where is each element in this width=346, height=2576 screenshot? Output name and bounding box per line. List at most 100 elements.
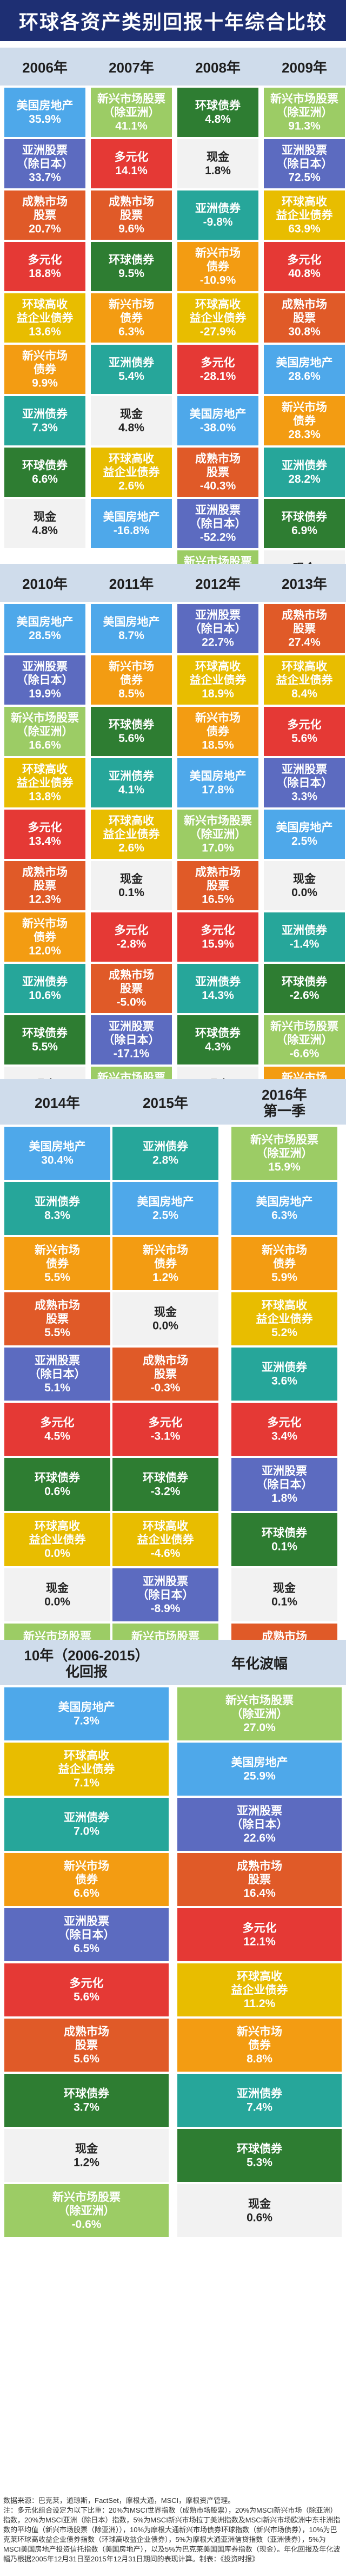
cell-value: -28.1% xyxy=(200,370,236,383)
cell-value: 5.6% xyxy=(74,1991,99,2003)
cell-block xyxy=(177,758,258,807)
cell-asset: 亚洲债券 xyxy=(35,1195,81,1208)
cell-value: 4.8% xyxy=(205,113,231,126)
cell-value: 8.8% xyxy=(247,2053,272,2065)
cell-value: 6.3% xyxy=(118,326,144,338)
cell-asset: （除亚洲） xyxy=(103,106,160,119)
cell-asset: 新兴市场股票 xyxy=(97,93,165,106)
cell-block xyxy=(91,964,172,1013)
cell-block xyxy=(91,707,172,756)
cell-block xyxy=(4,1015,85,1064)
cell-block xyxy=(4,1127,110,1180)
cell-asset: 益企业债券 xyxy=(256,1312,314,1325)
cell-asset: （除日本） xyxy=(137,1588,194,1601)
cell-asset: 成熟市场 xyxy=(22,866,68,879)
cell-value: 16.6% xyxy=(29,739,61,752)
cell-value: 8.4% xyxy=(291,688,317,700)
cell-value: 7.3% xyxy=(74,1715,99,1727)
cell-asset: 亚洲债券 xyxy=(195,975,241,988)
cell-block xyxy=(4,2074,169,2127)
cell-value: 9.6% xyxy=(118,223,144,235)
cell-asset: 环球高收 xyxy=(109,814,154,827)
cell-asset: 多元化 xyxy=(28,253,62,266)
cell-block xyxy=(112,1513,218,1566)
cell-asset: 股票 xyxy=(34,880,56,892)
cell-value: 13.4% xyxy=(29,835,61,847)
cell-asset: 成熟市场 xyxy=(237,1859,282,1872)
cell-value: 16.4% xyxy=(243,1887,276,1900)
cell-asset: 新兴市场 xyxy=(64,1859,109,1872)
cell-value: 1.8% xyxy=(271,1492,297,1504)
cell-block xyxy=(177,1743,342,1796)
cell-block xyxy=(177,1853,342,1906)
cell-asset: 多元化 xyxy=(28,821,62,834)
cell-asset: 现金 xyxy=(248,2198,271,2211)
cell-asset: 债券 xyxy=(154,1257,177,1270)
cell-block xyxy=(4,1743,169,1796)
cell-block xyxy=(177,139,258,188)
section-header-bg xyxy=(0,564,346,602)
cell-value: 3.7% xyxy=(74,2101,99,2114)
cell-asset: 股票 xyxy=(120,983,143,995)
cell-value: 9.9% xyxy=(32,377,58,390)
cell-value: 0.6% xyxy=(247,2212,272,2224)
cell-value: 22.7% xyxy=(202,636,234,649)
cell-block xyxy=(264,293,345,343)
cell-asset: 债券 xyxy=(46,1257,69,1270)
cell-asset: 环球债券 xyxy=(195,99,241,112)
cell-asset: 环球债券 xyxy=(143,1471,189,1484)
cell-asset: 美国房地产 xyxy=(17,615,74,628)
cell-value: 22.6% xyxy=(243,1832,276,1844)
cell-block xyxy=(91,499,172,548)
cell-block xyxy=(4,861,85,910)
cell-asset: 亚洲债券 xyxy=(109,356,155,369)
column-header: 2009年 xyxy=(282,60,327,76)
column-header: 年化波幅 xyxy=(231,1655,288,1672)
cell-value: 15.9% xyxy=(202,938,234,950)
cell-block xyxy=(4,2129,169,2182)
cell-asset: 债券 xyxy=(248,2039,271,2052)
cell-value: 6.5% xyxy=(74,1942,99,1955)
cell-value: 8.5% xyxy=(118,688,144,700)
cell-asset: 亚洲股票 xyxy=(262,1465,307,1477)
cell-asset: 亚洲股票 xyxy=(64,1915,109,1928)
cell-asset: 股票 xyxy=(34,209,56,222)
cell-asset: 股票 xyxy=(293,312,316,325)
cell-asset: 亚洲股票 xyxy=(195,504,241,517)
column-header: 2010年 xyxy=(22,576,68,592)
cell-asset: 新兴市场股票 xyxy=(225,1694,294,1707)
cell-asset: （除亚洲） xyxy=(58,2204,115,2217)
method-note: 注：多元化组合设定为以下比重：20%为MSCI世界指数（成熟市场股票），20%为… xyxy=(3,2506,341,2563)
cell-value: 27.0% xyxy=(243,1721,276,1734)
cell-value: -16.8% xyxy=(114,524,150,537)
cell-block xyxy=(177,810,258,859)
cell-value: 15.9% xyxy=(268,1161,301,1173)
cell-block xyxy=(177,396,258,445)
cell-value: 0.1% xyxy=(271,1541,297,1553)
cell-value: 14.3% xyxy=(202,989,234,1002)
cell-asset: （除亚洲） xyxy=(276,106,333,119)
cell-asset: （除日本） xyxy=(103,1034,160,1047)
cell-value: 9.5% xyxy=(118,267,144,280)
cell-asset: 新兴市场 xyxy=(195,712,241,725)
cell-value: 1.2% xyxy=(152,1271,178,1284)
cell-asset: 亚洲股票 xyxy=(237,1805,282,1817)
cell-asset: 股票 xyxy=(120,209,143,222)
cell-block xyxy=(177,2184,342,2237)
cell-asset: 新兴市场 xyxy=(22,350,68,363)
cell-value: 7.4% xyxy=(247,2101,272,2114)
column-header: 2015年 xyxy=(143,1095,188,1111)
cell-block xyxy=(91,190,172,240)
cell-block xyxy=(4,2184,169,2237)
cell-value: 4.1% xyxy=(118,784,144,796)
cell-asset: 亚洲债券 xyxy=(22,408,68,420)
cell-block xyxy=(177,448,258,497)
cell-asset: 成熟市场 xyxy=(109,969,154,982)
cell-asset: 美国房地产 xyxy=(190,770,247,783)
cell-block xyxy=(91,242,172,291)
cell-asset: （除日本） xyxy=(276,157,333,170)
cell-block xyxy=(91,139,172,188)
cell-block xyxy=(177,1687,342,1740)
cell-asset: 新兴市场 xyxy=(195,247,241,260)
cell-asset: 亚洲债券 xyxy=(262,1361,308,1374)
